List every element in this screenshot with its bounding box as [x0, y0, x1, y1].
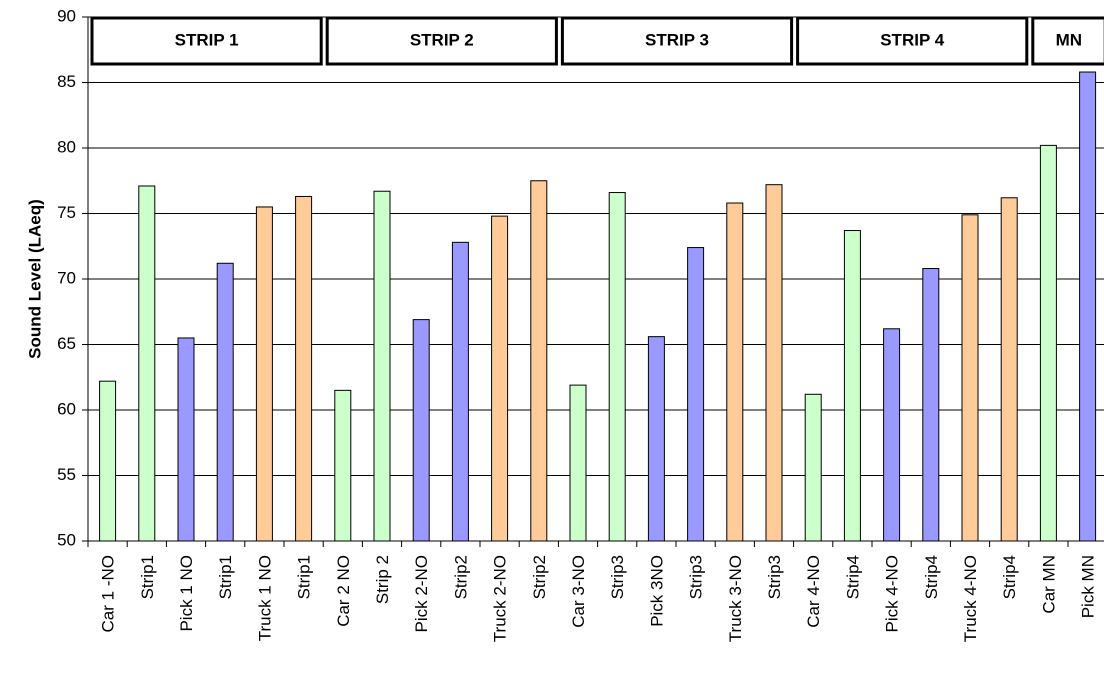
bar [412, 319, 430, 542]
x-tick-label: Pick 1 NO [177, 555, 196, 632]
group-box [796, 16, 1029, 66]
x-tick-label: Pick 2-NO [412, 555, 431, 632]
y-tick-label: 75 [57, 203, 76, 222]
bar [569, 384, 587, 542]
y-tick-label: 50 [57, 530, 76, 549]
bar [451, 241, 469, 542]
bar [687, 247, 705, 542]
x-tick-label: Car 2 NO [334, 555, 353, 627]
bar [843, 230, 861, 542]
bar [334, 389, 352, 542]
y-tick-label: 55 [57, 465, 76, 484]
group-label: MN [1056, 30, 1082, 49]
group-label: STRIP 3 [645, 30, 709, 49]
x-tick-label: Truck 4-NO [961, 555, 980, 642]
x-tick-label: Truck 2-NO [491, 555, 510, 642]
group-label: STRIP 2 [410, 30, 474, 49]
x-tick-label: Pick 3NO [647, 555, 666, 627]
x-tick-label: Car MN [1039, 555, 1058, 614]
x-tick-label: Strip4 [922, 555, 941, 599]
bar [726, 202, 744, 542]
y-tick-label: 65 [57, 334, 76, 353]
bar [216, 262, 234, 542]
x-tick-label: Car 4-NO [804, 555, 823, 628]
x-tick-label: Strip3 [765, 555, 784, 599]
x-tick-label: Truck 1 NO [255, 555, 274, 641]
bar [608, 192, 626, 542]
bar [177, 337, 195, 542]
bar [255, 206, 273, 542]
x-tick-label: Strip2 [451, 555, 470, 599]
bar [373, 190, 391, 542]
x-tick-label: Strip4 [1000, 555, 1019, 599]
group-box [560, 16, 794, 66]
bar [961, 214, 979, 542]
bar [883, 328, 901, 542]
x-tick-label: Strip3 [687, 555, 706, 599]
bar [530, 180, 548, 542]
x-tick-label: Strip4 [843, 555, 862, 599]
group-label: STRIP 4 [880, 30, 944, 49]
bar [99, 380, 117, 542]
bar [1079, 71, 1097, 542]
x-tick-label: Strip1 [216, 555, 235, 599]
x-tick-label: Pick 4-NO [883, 555, 902, 632]
x-tick-label: Pick MN [1079, 555, 1098, 618]
x-tick-label: Strip2 [530, 555, 549, 599]
y-tick-label: 80 [57, 137, 76, 156]
bar [295, 195, 313, 542]
y-tick-label: 85 [57, 72, 76, 91]
bar [1000, 197, 1018, 542]
y-tick-label: 90 [57, 6, 76, 25]
bar [1039, 144, 1057, 542]
group-box [325, 16, 558, 66]
group-box [90, 16, 323, 66]
bar [804, 393, 822, 542]
bar [491, 215, 509, 542]
x-tick-label: Truck 3-NO [726, 555, 745, 642]
group-box [1031, 16, 1104, 66]
bar [765, 184, 783, 542]
x-tick-label: Strip 2 [373, 555, 392, 604]
bar [647, 336, 665, 542]
group-label: STRIP 1 [175, 30, 239, 49]
x-tick-label: Car 1 -NO [99, 555, 118, 632]
bar [138, 185, 156, 542]
y-tick-label: 70 [57, 268, 76, 287]
bar [922, 268, 940, 542]
x-tick-label: Strip1 [138, 555, 157, 599]
x-tick-label: Strip1 [295, 555, 314, 599]
x-tick-label: Strip3 [608, 555, 627, 599]
y-axis-label: Sound Level (LAeq) [25, 199, 44, 359]
y-tick-label: 60 [57, 399, 76, 418]
x-tick-label: Car 3-NO [569, 555, 588, 628]
